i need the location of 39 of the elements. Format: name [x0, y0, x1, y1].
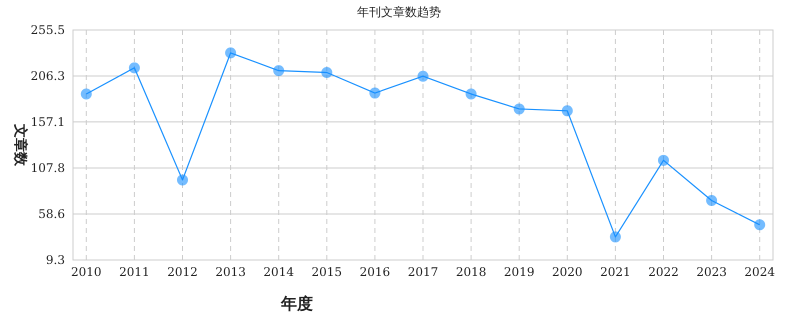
point — [225, 47, 236, 58]
x-tick-label: 2019 — [504, 265, 534, 279]
y-tick-label: 58.6 — [38, 206, 65, 221]
x-tick-label: 2018 — [456, 265, 486, 279]
point — [321, 67, 332, 78]
y-tick-label: 206.3 — [30, 68, 65, 83]
point — [128, 62, 140, 74]
x-tick-label: 2021 — [600, 265, 631, 279]
y-tick-label: 107.8 — [30, 160, 65, 175]
x-tick-label: 2014 — [263, 265, 294, 279]
x-axis-title: 年度 — [280, 294, 313, 313]
point — [418, 70, 428, 82]
x-tick-label: 2022 — [648, 265, 679, 279]
x-tick-label: 2020 — [552, 265, 583, 279]
x-tick-label: 2010 — [71, 265, 102, 279]
point — [177, 174, 188, 186]
y-tick-label: 255.5 — [30, 23, 65, 37]
point — [562, 105, 573, 116]
point — [369, 88, 380, 99]
point — [610, 231, 621, 242]
x-tick-label: 2013 — [215, 265, 246, 279]
x-tick-label: 2012 — [167, 265, 198, 279]
x-tick-label: 2016 — [360, 265, 390, 279]
chart-title: 年刊文章数趋势 — [357, 5, 441, 19]
y-tick-label: 9.3 — [46, 253, 65, 267]
y-tick-label: 157.1 — [30, 114, 65, 129]
point — [514, 103, 525, 114]
point — [466, 88, 477, 100]
point — [754, 219, 766, 230]
point — [658, 154, 669, 166]
x-tick-label: 2015 — [312, 265, 342, 279]
point — [273, 65, 284, 76]
x-tick-label: 2024 — [744, 265, 776, 279]
x-tick-label: 2011 — [119, 265, 150, 279]
x-tick-label: 2023 — [696, 265, 727, 279]
point — [80, 88, 92, 100]
y-axis-title: 文章数 — [12, 123, 29, 167]
x-tick-label: 2017 — [408, 265, 438, 279]
point — [706, 194, 718, 206]
